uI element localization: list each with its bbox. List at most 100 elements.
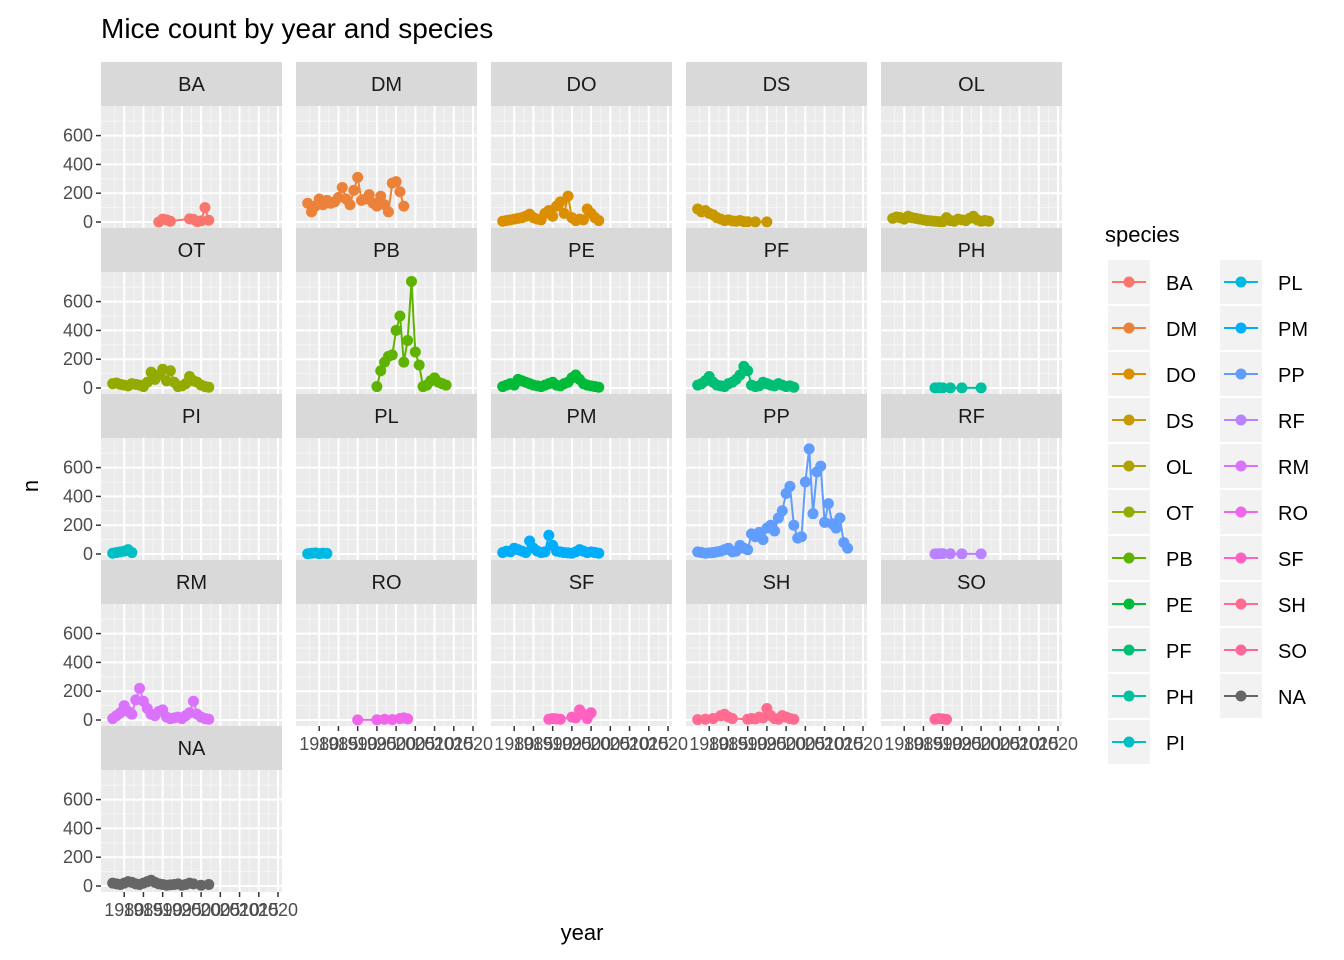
data-point <box>956 382 968 394</box>
data-point <box>440 379 452 391</box>
legend-item-rm: RM <box>1220 444 1309 488</box>
facet-strip <box>296 560 477 604</box>
data-point <box>941 713 953 725</box>
legend-item-so: SO <box>1220 628 1307 672</box>
facet-strip-label: BA <box>178 74 205 96</box>
x-tick-label: 1995 <box>552 734 592 754</box>
facet-strip <box>101 394 282 438</box>
data-point <box>203 713 215 725</box>
legend-key-point <box>1123 736 1135 748</box>
facet-strip-label: OT <box>178 240 206 262</box>
legend-label: OL <box>1166 457 1193 479</box>
y-tick-label: 600 <box>63 292 93 312</box>
data-point <box>199 202 211 214</box>
x-tick-label: 2020 <box>258 900 298 920</box>
y-tick-label: 0 <box>83 876 93 896</box>
facet-strip <box>881 62 1062 106</box>
x-tick-label: 1980 <box>689 734 729 754</box>
facet-panel-pl: PL <box>296 394 477 560</box>
facet-panel-do: DO <box>491 62 672 228</box>
y-tick-label: 400 <box>63 154 93 174</box>
x-tick-label: 1990 <box>533 734 573 754</box>
data-point <box>975 382 987 394</box>
data-point <box>134 682 146 694</box>
legend-label: PL <box>1278 273 1302 295</box>
x-tick-label: 1995 <box>357 734 397 754</box>
facet-panel-ot: OT 0 200 400 600 <box>63 228 282 398</box>
facet-panel-ds: DS <box>686 62 867 228</box>
x-tick-label: 1980 <box>299 734 339 754</box>
facet-strip <box>491 560 672 604</box>
y-axis-title: n <box>18 480 43 492</box>
data-point <box>554 196 566 208</box>
legend-label: DM <box>1166 319 1197 341</box>
data-point <box>371 381 383 393</box>
legend-label: SH <box>1278 595 1306 617</box>
data-point <box>830 522 842 534</box>
data-point <box>390 176 402 188</box>
facet-strip <box>296 228 477 272</box>
facet-strip-label: SO <box>957 572 986 594</box>
legend-item-sh: SH <box>1220 582 1306 626</box>
legend-key-point <box>1123 368 1135 380</box>
data-point <box>409 346 421 358</box>
legend-label: DS <box>1166 411 1194 433</box>
x-tick-label: 2020 <box>453 734 493 754</box>
data-point <box>554 713 566 725</box>
legend-key-point <box>1123 506 1135 518</box>
data-point <box>402 334 414 346</box>
facet-strip <box>491 394 672 438</box>
legend-key-point <box>1123 322 1135 334</box>
x-tick-label: 2005 <box>200 900 240 920</box>
y-tick-label: 0 <box>83 378 93 398</box>
legend-label: DO <box>1166 365 1196 387</box>
data-point <box>382 206 394 218</box>
legend-key-point <box>1123 598 1135 610</box>
legend-item-ol: OL <box>1108 444 1193 488</box>
x-tick-label: 1990 <box>728 734 768 754</box>
x-tick-label: 2005 <box>395 734 435 754</box>
y-tick-label: 200 <box>63 515 93 535</box>
data-point <box>834 512 846 524</box>
legend-title: species <box>1105 222 1180 247</box>
x-tick-label: 2020 <box>648 734 688 754</box>
facet-panel-pp: PP <box>686 394 867 560</box>
facet-strip <box>491 228 672 272</box>
x-axis-title: year <box>561 920 604 945</box>
x-tick-label: 2005 <box>785 734 825 754</box>
x-tick-label: 1985 <box>708 734 748 754</box>
facet-strip-label: DS <box>763 74 791 96</box>
legend-item-dm: DM <box>1108 306 1197 350</box>
facet-strip <box>881 228 1062 272</box>
data-point <box>788 381 800 393</box>
facet-strip-label: RM <box>176 572 207 594</box>
data-point <box>803 443 815 455</box>
y-tick-label: 400 <box>63 320 93 340</box>
facet-strip <box>881 394 1062 438</box>
data-point <box>336 181 348 193</box>
data-point <box>742 365 754 377</box>
chart-title: Mice count by year and species <box>101 13 493 44</box>
facet-panel-pb: PB <box>296 228 477 394</box>
data-point <box>352 171 364 183</box>
y-tick-label: 400 <box>63 486 93 506</box>
legend-key-point <box>1235 690 1247 702</box>
facet-panel-rf: RF <box>881 394 1062 560</box>
x-tick-label: 2020 <box>1038 734 1078 754</box>
facet-panels: BA 0 200 400 600 DM DO DS OL OT 0 200 400 600 PB PE PF PH… <box>63 62 1078 920</box>
y-tick-label: 600 <box>63 790 93 810</box>
legend-label: OT <box>1166 503 1194 525</box>
legend: species BA DM DO DS OL OT PB PE PF PH PI PL PM PP RF RM… <box>1102 222 1324 768</box>
legend-key-point <box>1235 644 1247 656</box>
facet-strip-label: PB <box>373 240 400 262</box>
y-tick-label: 600 <box>63 126 93 146</box>
data-point <box>761 216 773 228</box>
legend-key-point <box>1235 276 1247 288</box>
legend-label: PI <box>1166 733 1185 755</box>
facet-strip-label: NA <box>178 738 206 760</box>
data-point <box>757 534 769 546</box>
legend-label: PM <box>1278 319 1308 341</box>
